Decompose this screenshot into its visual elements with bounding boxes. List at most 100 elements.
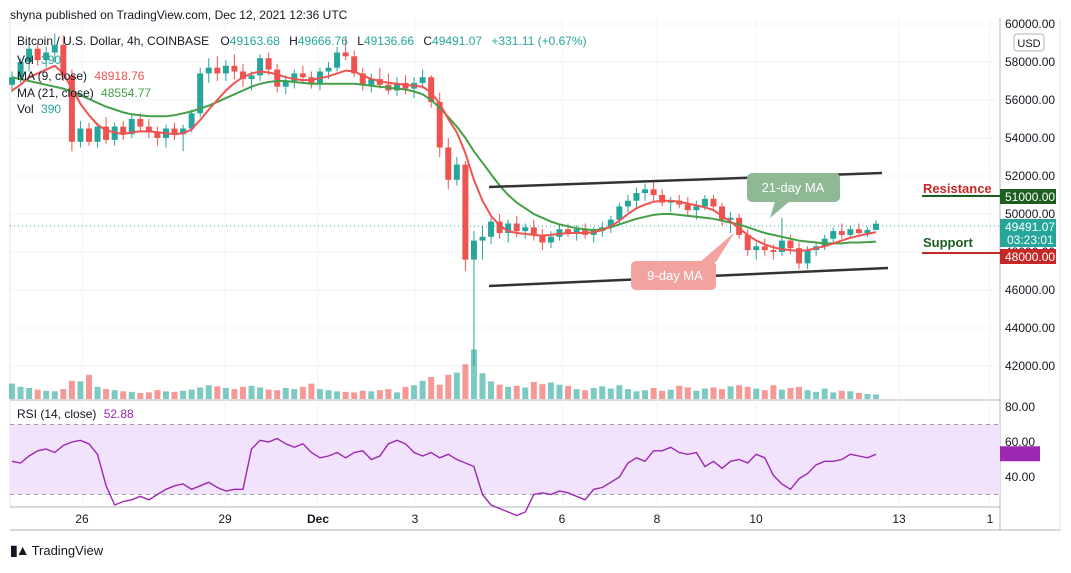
candle <box>282 75 289 95</box>
candle <box>34 43 41 66</box>
candle-body <box>393 82 400 91</box>
ma9-callout[interactable]: 9-day MA <box>631 232 735 290</box>
volume-bar <box>103 389 110 399</box>
volume-bar <box>761 390 768 399</box>
candle <box>342 37 349 61</box>
candle-body <box>239 71 246 80</box>
tradingview-logo[interactable]: ▮▲ TradingView <box>10 542 103 559</box>
candle <box>351 50 358 78</box>
candle-body <box>616 206 623 220</box>
candle-body <box>513 223 520 232</box>
candle <box>231 54 238 80</box>
candle-body <box>94 126 101 142</box>
candle <box>650 181 657 201</box>
ma21-callout-label: 21-day MA <box>762 180 825 195</box>
close-label: C <box>423 34 433 48</box>
volume-bar <box>488 381 495 399</box>
candle <box>624 195 631 213</box>
candle <box>659 189 666 207</box>
rsi-legend[interactable]: RSI (14, close) 52.88 <box>17 407 134 421</box>
ma21-callout[interactable]: 21-day MA <box>747 173 840 218</box>
candle-body <box>727 217 734 220</box>
volume-bar <box>719 389 726 399</box>
candle <box>368 73 375 93</box>
volume-bar <box>376 390 383 399</box>
volume-bar <box>530 381 537 399</box>
ma9-line <box>11 64 877 253</box>
volume-bar <box>590 388 597 399</box>
candle-body <box>171 128 178 135</box>
volume-bar <box>342 391 349 399</box>
volume-bar <box>693 390 700 399</box>
volume-bar <box>274 390 281 399</box>
legend-vol-2[interactable]: Vol 390 <box>17 102 61 116</box>
legend-ma21-label: MA (21, close) <box>17 86 94 100</box>
candle-body <box>573 229 580 233</box>
candle-body <box>719 206 726 220</box>
volume-bar <box>804 390 811 399</box>
legend-vol-1-label: Vol <box>17 53 34 67</box>
candle-body <box>710 198 717 207</box>
candle <box>171 122 178 140</box>
price-tick-label: 52000.00 <box>1005 169 1055 183</box>
volume-bar <box>51 391 58 399</box>
currency-badge[interactable]: USD <box>1013 33 1045 52</box>
candle-body <box>547 236 554 243</box>
candle-body <box>505 223 512 233</box>
candle-body <box>43 52 50 61</box>
time-axis: 26 29 Dec 3 6 8 10 13 1 <box>75 512 993 526</box>
volume-bar <box>539 384 546 399</box>
candle <box>334 46 341 72</box>
high-value: 49666.76 <box>297 34 348 48</box>
candle-body <box>180 128 187 135</box>
volume-bar <box>838 390 845 399</box>
volume-bar <box>573 389 580 399</box>
candle <box>847 225 854 239</box>
candle-body <box>855 229 862 233</box>
rsi-legend-value: 52.88 <box>103 407 134 421</box>
tradingview-logo-icon: ▮▲ <box>10 542 30 558</box>
volume-bar <box>736 385 743 399</box>
candle-body <box>624 200 631 207</box>
resistance-price-tag: 51000.00 <box>1005 190 1055 204</box>
volume-bar <box>171 391 178 399</box>
candle <box>257 54 264 81</box>
volume-bar <box>9 383 15 399</box>
candle-body <box>479 236 486 241</box>
legend-vol-1[interactable]: Vol 390 <box>17 53 61 67</box>
candle-body <box>864 229 871 233</box>
candle <box>470 231 477 366</box>
candle-body <box>770 250 777 252</box>
volume-bar <box>599 386 606 399</box>
candle <box>642 183 649 201</box>
open-label: O <box>220 34 230 48</box>
legend-ma9[interactable]: MA (9, close) 48918.76 <box>17 69 144 83</box>
candle-body <box>34 48 41 61</box>
candle <box>214 56 221 81</box>
candle-body <box>231 65 238 72</box>
candle-body <box>847 229 854 235</box>
candle <box>120 120 127 140</box>
volume-bar <box>565 385 572 399</box>
candle-body <box>753 246 760 251</box>
candle-body <box>325 67 332 72</box>
candle-body <box>522 227 529 232</box>
legend-ma21-value: 48554.77 <box>101 86 152 100</box>
candle <box>180 124 187 152</box>
candle <box>222 60 229 81</box>
volume-bar <box>393 392 400 399</box>
volume-bar <box>282 388 289 399</box>
volume-bar <box>428 377 435 399</box>
symbol-title[interactable]: Bitcoin / U.S. Dollar, 4h, COINBASE <box>17 34 210 48</box>
ma21-line <box>11 76 877 245</box>
volume-bar <box>188 389 195 399</box>
legend-ma21[interactable]: MA (21, close) 48554.77 <box>17 86 151 100</box>
candle-body <box>650 189 657 195</box>
candle-body <box>796 248 803 264</box>
legend-ma9-label: MA (9, close) <box>17 69 88 83</box>
volume-bar <box>299 386 306 399</box>
low-value: 49136.66 <box>363 34 414 48</box>
candle <box>376 67 383 89</box>
